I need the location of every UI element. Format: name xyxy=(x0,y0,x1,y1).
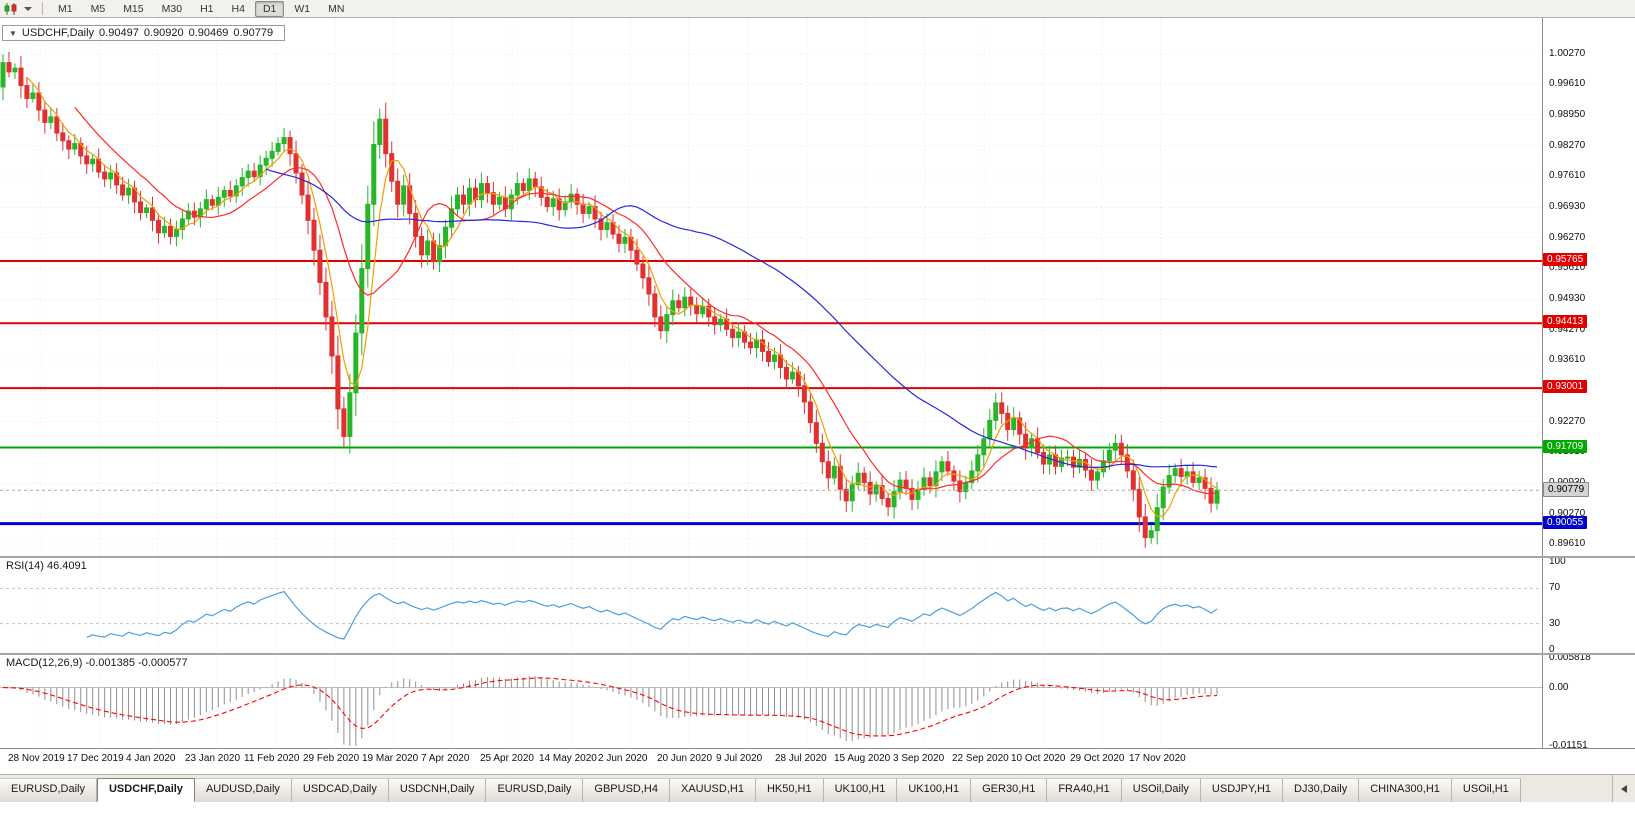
ohlc-low-value: 0.90469 xyxy=(188,27,229,39)
chart-tabs-group: EURUSD,Daily USDCHF,Daily AUDUSD,Daily USDC… xyxy=(0,778,1521,802)
chart-tab[interactable]: GER30,H1 xyxy=(971,778,1048,802)
chart-tab[interactable]: UK100,H1 xyxy=(897,778,972,802)
chart-tab[interactable]: EURUSD,Daily xyxy=(486,778,584,802)
chart-tab[interactable]: CHINA300,H1 xyxy=(1359,778,1452,802)
timeframe-button-H1[interactable]: H1 xyxy=(200,2,214,15)
price-axis[interactable]: 1.00270 0.99610 0.98950 0.98270 0.97610 0.969… xyxy=(1542,18,1635,751)
timeframe-button-H4[interactable]: H4 xyxy=(231,2,245,15)
chart-tab[interactable]: FRA40,H1 xyxy=(1047,778,1122,802)
rsi-axis-label: 100 xyxy=(1549,556,1566,567)
chart-tab[interactable]: XAUUSD,H1 xyxy=(669,778,756,802)
timeframe-toolbar: M1 M5 M15 M30 H1 H4 D1 W1 MN xyxy=(0,0,1635,18)
toolbar-separator xyxy=(42,2,43,15)
price-axis-label: 0.99610 xyxy=(1549,78,1586,90)
date-axis-label: 14 May 2020 xyxy=(539,753,597,764)
level-price-tag[interactable]: 0.91709 xyxy=(1543,439,1588,453)
timeframe-button-MN[interactable]: MN xyxy=(328,2,345,15)
chart-tab-bar: EURUSD,Daily USDCHF,Daily AUDUSD,Daily USDC… xyxy=(0,774,1635,802)
timeframe-buttons-group: M1 M5 M15 M30 H1 H4 D1 W1 MN xyxy=(49,0,353,17)
timeframe-button-W1[interactable]: W1 xyxy=(294,2,311,15)
chart-type-dropdown-caret-icon[interactable] xyxy=(24,6,32,11)
date-axis-label: 4 Jan 2020 xyxy=(126,753,176,764)
candlestick-chart-icon[interactable] xyxy=(4,2,18,15)
date-axis-label: 20 Jun 2020 xyxy=(657,753,713,764)
chart-title-box: ▼ USDCHF,Daily 0.90497 0.90920 0.90469 0… xyxy=(2,25,286,41)
macd-indicator-label: MACD(12,26,9) -0.001385 -0.000577 xyxy=(4,657,190,669)
date-axis-label: 11 Feb 2020 xyxy=(244,753,300,764)
time-axis[interactable]: 28 Nov 2019 17 Dec 2019 4 Jan 2020 23 Jan 2… xyxy=(0,748,1635,773)
timeframe-button-M1[interactable]: M1 xyxy=(58,2,73,15)
timeframe-button-M5[interactable]: M5 xyxy=(90,2,106,15)
chart-tab[interactable]: USOil,Daily xyxy=(1121,778,1201,802)
date-axis-label: 10 Oct 2020 xyxy=(1011,753,1066,764)
date-axis-label: 3 Sep 2020 xyxy=(893,753,945,764)
tab-scroll-left-button[interactable] xyxy=(1612,775,1635,802)
date-axis-label: 22 Sep 2020 xyxy=(952,753,1009,764)
price-axis-label: 1.00270 xyxy=(1549,47,1586,59)
date-axis-label: 17 Dec 2019 xyxy=(67,753,124,764)
macd-axis-label: -0.01151 xyxy=(1549,740,1588,751)
level-price-tag[interactable]: 0.93001 xyxy=(1543,380,1588,394)
chart-tab[interactable]: USOil,H1 xyxy=(1451,778,1521,802)
date-axis-label: 19 Mar 2020 xyxy=(362,753,419,764)
date-axis-label: 25 Apr 2020 xyxy=(480,753,534,764)
price-axis-label: 0.98270 xyxy=(1549,139,1586,151)
chart-tab[interactable]: EURUSD,Daily xyxy=(0,778,97,802)
level-price-tag[interactable]: 0.90055 xyxy=(1543,515,1588,529)
timeframe-button-M30[interactable]: M30 xyxy=(161,2,183,15)
macd-axis-label: 0.005818 xyxy=(1549,652,1591,663)
price-axis-label: 0.90270 xyxy=(1549,507,1586,519)
date-axis-label: 23 Jan 2020 xyxy=(185,753,241,764)
date-axis-label: 29 Oct 2020 xyxy=(1070,753,1125,764)
date-axis-label: 2 Jun 2020 xyxy=(598,753,648,764)
price-axis-label: 0.96270 xyxy=(1549,231,1586,243)
price-axis-label: 0.94270 xyxy=(1549,323,1586,335)
date-axis-label: 17 Nov 2020 xyxy=(1129,753,1186,764)
date-axis-label: 28 Jul 2020 xyxy=(775,753,827,764)
date-axis-label: 29 Feb 2020 xyxy=(303,753,360,764)
price-axis-label: 0.93610 xyxy=(1549,354,1586,366)
date-axis-label: 7 Apr 2020 xyxy=(421,753,470,764)
level-price-tag[interactable]: 0.95765 xyxy=(1543,253,1588,267)
price-axis-label: 0.92270 xyxy=(1549,415,1586,427)
ohlc-open-value: 0.90497 xyxy=(99,27,139,39)
scroll-left-arrow-icon xyxy=(1621,784,1627,793)
collapse-arrow-icon[interactable]: ▼ xyxy=(9,28,17,38)
panel-divider[interactable] xyxy=(0,653,1635,655)
current-price-tag: 0.90779 xyxy=(1543,482,1590,498)
chart-tab[interactable]: UK100,H1 xyxy=(823,778,898,802)
price-axis-label: 0.98950 xyxy=(1549,108,1586,120)
date-axis-label: 9 Jul 2020 xyxy=(716,753,763,764)
price-axis-label: 0.94930 xyxy=(1549,293,1586,305)
chart-tab[interactable]: USDCHF,Daily xyxy=(96,778,195,802)
rsi-indicator-label: RSI(14) 46.4091 xyxy=(4,560,89,572)
chart-tab[interactable]: USDCNH,Daily xyxy=(388,778,487,802)
price-axis-label: 0.97610 xyxy=(1549,170,1586,182)
rsi-axis-label: 30 xyxy=(1549,617,1561,629)
timeframe-button-D1[interactable]: D1 xyxy=(254,0,285,17)
chart-tab[interactable]: USDJPY,H1 xyxy=(1200,778,1284,802)
chart-tab[interactable]: USDCAD,Daily xyxy=(291,778,389,802)
date-axis-label: 15 Aug 2020 xyxy=(834,753,891,764)
price-chart-plot-area[interactable] xyxy=(0,0,1542,748)
chart-symbol-label: USDCHF,Daily xyxy=(21,27,95,39)
chart-tab[interactable]: GBPUSD,H4 xyxy=(583,778,670,802)
chart-tab[interactable]: DJ30,Daily xyxy=(1283,778,1360,802)
level-price-tag[interactable]: 0.94413 xyxy=(1543,315,1588,329)
rsi-axis-label: 0 xyxy=(1549,644,1555,655)
chart-tab[interactable]: HK50,H1 xyxy=(755,778,824,802)
price-axis-label: 0.89610 xyxy=(1549,538,1586,550)
ohlc-close-value: 0.90779 xyxy=(233,27,274,39)
chart-tab[interactable]: AUDUSD,Daily xyxy=(194,778,292,802)
price-axis-label: 0.95610 xyxy=(1549,262,1586,274)
macd-axis-label: 0.00 xyxy=(1549,681,1569,693)
price-axis-label: 0.96930 xyxy=(1549,201,1586,213)
rsi-axis-label: 70 xyxy=(1549,582,1561,594)
panel-divider[interactable] xyxy=(0,556,1635,558)
timeframe-button-M15[interactable]: M15 xyxy=(123,2,144,15)
ohlc-high-value: 0.90920 xyxy=(143,27,184,39)
date-axis-label: 28 Nov 2019 xyxy=(8,753,65,764)
